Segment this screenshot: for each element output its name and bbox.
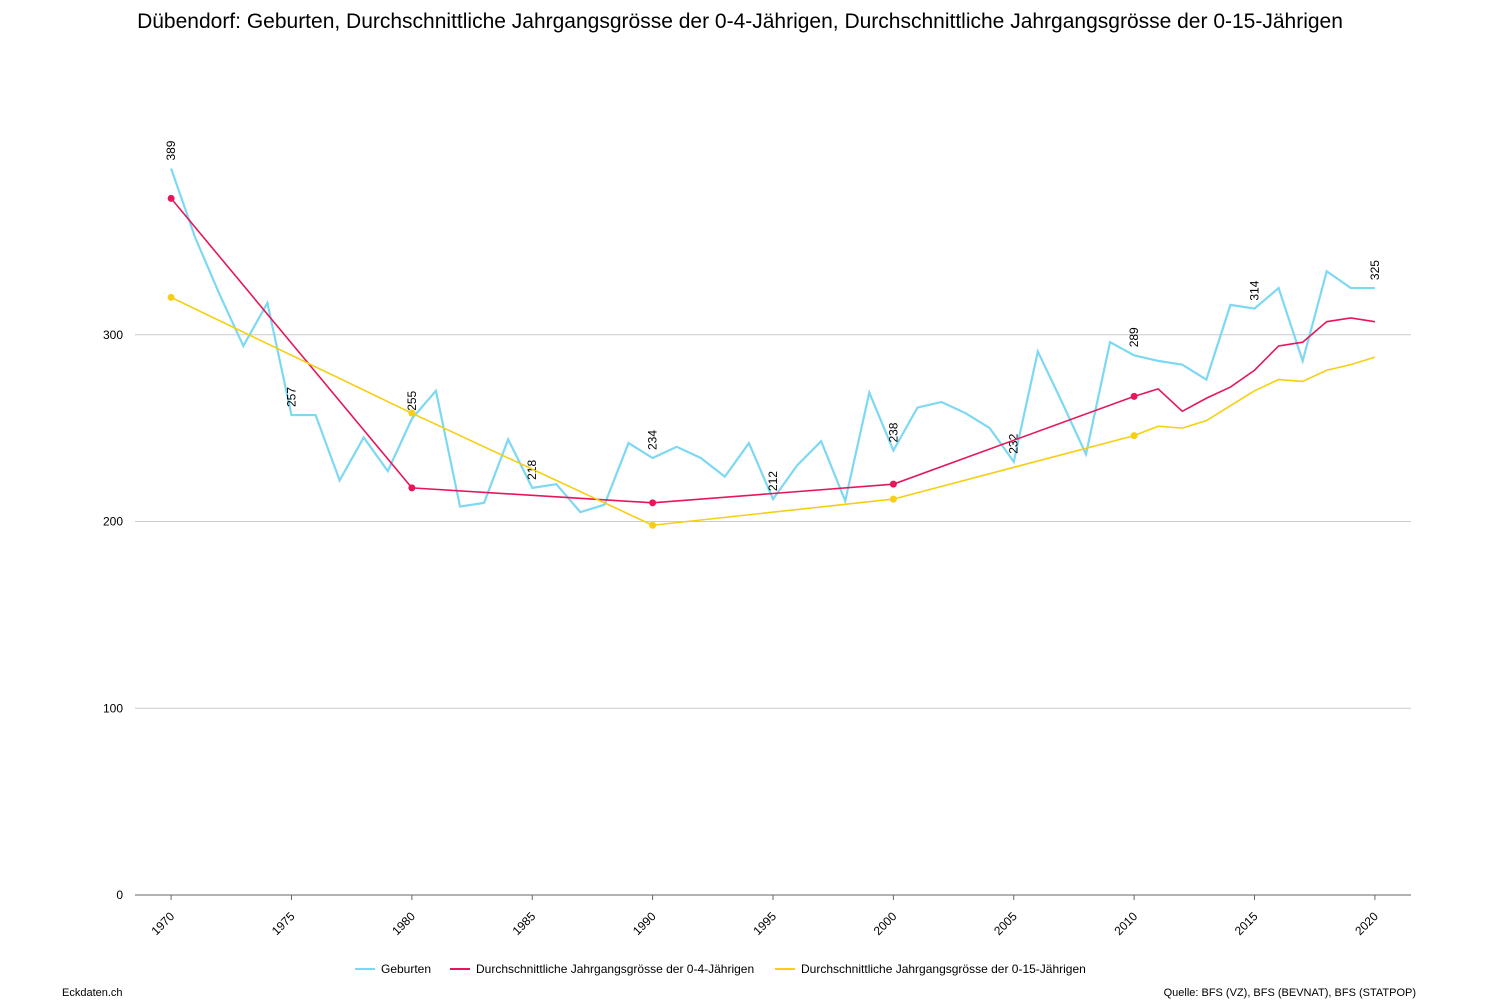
footer-left: Eckdaten.ch [62,987,123,999]
chart-title: Dübendorf: Geburten, Durchschnittliche J… [137,10,1343,33]
y-tick-label: 200 [103,515,123,529]
footer-right: Quelle: BFS (VZ), BFS (BEVNAT), BFS (STA… [1164,987,1416,999]
marker [649,499,657,507]
x-tick-label: 2000 [871,909,900,938]
y-tick-label: 0 [116,888,123,902]
x-tick-label: 2020 [1352,909,1381,938]
line [170,197,1376,504]
data-label: 255 [405,390,419,410]
marker [167,293,175,301]
line [170,168,1375,514]
y-tick-label: 300 [103,328,123,342]
data-label: 234 [646,430,660,450]
marker [889,495,897,503]
marker [408,484,416,492]
y-tick-label: 100 [103,701,123,715]
data-label: 232 [1007,433,1021,453]
data-label: 238 [886,422,900,442]
legend-label: Durchschnittliche Jahrgangsgrösse der 0-… [801,962,1086,976]
x-tick-label: 1990 [630,909,659,938]
x-tick-label: 2015 [1232,909,1261,938]
marker [408,409,416,417]
marker [649,521,657,529]
data-label: 325 [1368,260,1382,280]
x-tick-label: 1975 [269,909,298,938]
x-tick-label: 2005 [991,909,1020,938]
x-tick-label: 2010 [1111,909,1140,938]
marker [1130,432,1138,440]
marker [889,480,897,488]
marker [167,194,175,202]
x-tick-label: 1970 [148,909,177,938]
data-label: 257 [284,387,298,407]
marker [1130,392,1138,400]
data-label: 314 [1248,280,1262,300]
data-label: 289 [1127,327,1141,347]
x-tick-label: 1980 [389,909,418,938]
legend-label: Durchschnittliche Jahrgangsgrösse der 0-… [476,962,754,976]
x-tick-label: 1995 [750,909,779,938]
data-label: 212 [766,471,780,491]
x-tick-label: 1985 [510,909,539,938]
data-label: 389 [164,140,178,160]
legend-label: Geburten [381,962,431,976]
line [170,296,1376,527]
